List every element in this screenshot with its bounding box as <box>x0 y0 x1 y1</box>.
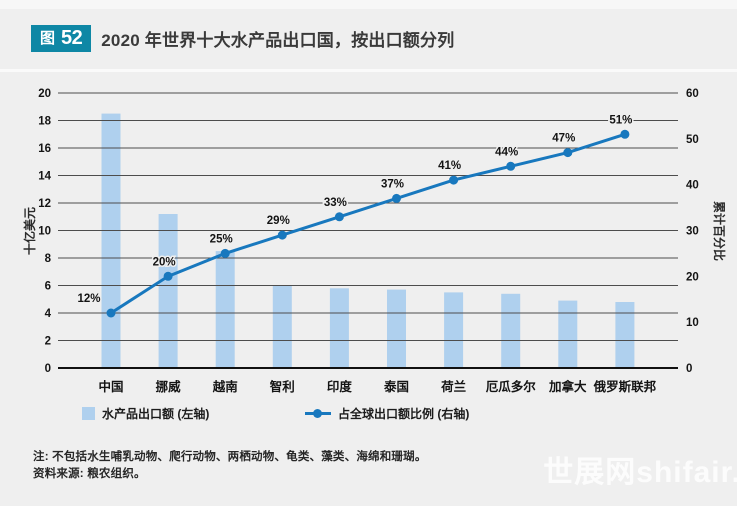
badge-number: 52 <box>61 27 83 49</box>
category-label: 加拿大 <box>548 379 587 394</box>
point-label: 44% <box>495 146 518 158</box>
source-line: 资料来源: 粮农组织。 <box>33 468 146 480</box>
badge-prefix: 图 <box>40 29 56 47</box>
point-label: 51% <box>609 114 632 126</box>
point-label: 37% <box>381 178 404 190</box>
left-tick-label: 6 <box>45 281 51 293</box>
left-tick-label: 0 <box>45 363 51 375</box>
right-tick-label: 30 <box>686 226 699 238</box>
category-label: 智利 <box>269 379 295 394</box>
bar-挪威 <box>158 214 178 368</box>
point-label: 41% <box>438 160 461 172</box>
line-marker-俄罗斯联邦 <box>620 129 630 139</box>
bar-印度 <box>329 288 349 369</box>
bar-加拿大 <box>558 300 578 368</box>
left-tick-label: 8 <box>45 253 52 265</box>
line-marker-印度 <box>334 212 344 222</box>
point-label: 20% <box>153 256 176 268</box>
left-tick-label: 12 <box>38 198 51 210</box>
point-label: 29% <box>267 215 290 227</box>
left-tick-label: 4 <box>45 308 52 320</box>
top-strip <box>0 0 737 9</box>
bar-厄瓜多尔 <box>501 293 521 369</box>
bar-泰国 <box>387 289 406 368</box>
point-label: 12% <box>77 293 100 305</box>
category-label: 中国 <box>98 379 123 394</box>
category-label: 泰国 <box>383 379 409 394</box>
bar-荷兰 <box>444 292 464 368</box>
left-axis-title: 十亿美元 <box>22 207 37 255</box>
left-tick-label: 2 <box>45 336 51 348</box>
line-marker-荷兰 <box>449 175 459 185</box>
left-tick-label: 20 <box>38 88 51 100</box>
right-tick-label: 0 <box>686 363 692 375</box>
line-marker-挪威 <box>163 271 173 281</box>
footnotes: 注: 不包括水生哺乳动物、爬行动物、两栖动物、龟类、藻类、海绵和珊瑚。 资料来源… <box>33 449 427 483</box>
right-tick-label: 20 <box>686 271 699 283</box>
right-tick-label: 40 <box>686 180 699 192</box>
category-label: 厄瓜多尔 <box>486 379 537 394</box>
pareto-chart: 12% 20% 25% 29% 33% 37% 41% 44% 47% 51% 0 2 4 6 8 10 12 1… <box>22 88 727 394</box>
bar-swatch-icon <box>82 407 95 420</box>
line-marker-加拿大 <box>563 148 573 158</box>
header-divider <box>0 69 737 72</box>
line-marker-厄瓜多尔 <box>506 161 516 171</box>
category-label: 越南 <box>212 379 239 394</box>
category-label: 俄罗斯联邦 <box>593 379 657 394</box>
bar-越南 <box>215 251 235 368</box>
left-tick-label: 14 <box>38 171 51 183</box>
left-tick-label: 10 <box>38 226 51 238</box>
legend-item-bars: 水产品出口额 (左轴) <box>82 405 209 422</box>
legend-label-bars: 水产品出口额 (左轴) <box>102 407 210 421</box>
point-label: 47% <box>552 133 575 145</box>
bar-中国 <box>101 113 121 368</box>
line-dot-swatch-icon <box>305 408 331 419</box>
point-label: 33% <box>324 197 347 209</box>
left-tick-label: 16 <box>38 143 51 155</box>
figure-header: 图 52 2020 年世界十大水产品出口国，按出口额分列 <box>31 25 454 52</box>
right-tick-label: 60 <box>686 88 699 100</box>
left-tick-label: 18 <box>38 116 51 128</box>
right-axis-title: 累计百分比 <box>712 201 727 261</box>
line-marker-越南 <box>220 248 230 258</box>
right-tick-label: 50 <box>686 134 699 146</box>
category-label: 印度 <box>327 379 353 394</box>
point-label: 25% <box>210 233 233 245</box>
bar-俄罗斯联邦 <box>615 302 635 368</box>
legend-item-line: 占全球出口额比例 (右轴) <box>305 405 469 422</box>
figure-title: 2020 年世界十大水产品出口国，按出口额分列 <box>101 31 455 50</box>
category-label: 荷兰 <box>440 379 467 394</box>
category-label: 挪威 <box>156 379 182 394</box>
line-marker-中国 <box>106 308 116 318</box>
line-marker-智利 <box>277 230 287 240</box>
figure-number-badge: 图 52 <box>31 25 92 52</box>
cumulative-line <box>110 132 626 315</box>
line-marker-泰国 <box>392 193 401 203</box>
chart-legend: 水产品出口额 (左轴) 占全球出口额比例 (右轴) <box>0 405 737 429</box>
note-line: 注: 不包括水生哺乳动物、爬行动物、两栖动物、龟类、藻类、海绵和珊瑚。 <box>33 451 427 463</box>
legend-label-line: 占全球出口额比例 (右轴) <box>338 407 470 421</box>
bar-智利 <box>272 285 292 368</box>
right-tick-label: 10 <box>686 317 699 329</box>
watermark: 世展网shifair. <box>543 456 737 489</box>
